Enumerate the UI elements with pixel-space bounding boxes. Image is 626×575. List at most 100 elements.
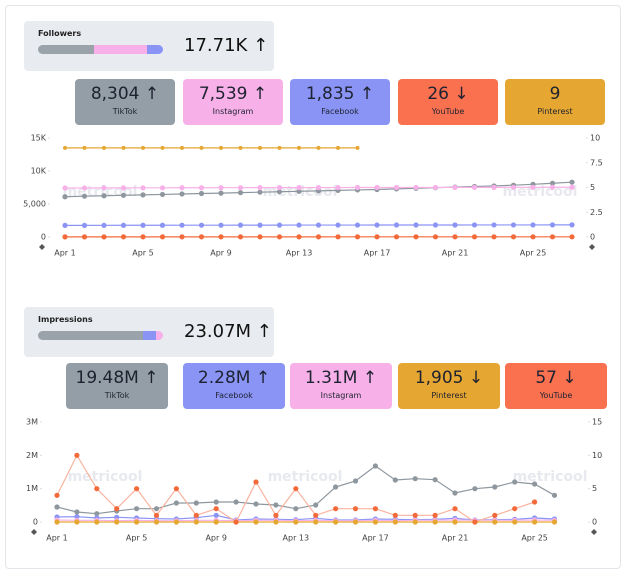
- data-point: [432, 519, 438, 525]
- data-point: [276, 185, 283, 191]
- data-point: [551, 492, 558, 498]
- data-point: [257, 185, 263, 191]
- x-tick-label: Apr 9: [205, 534, 226, 543]
- card-label: Instagram: [320, 391, 362, 400]
- data-point: [432, 222, 439, 228]
- data-point: [82, 145, 87, 150]
- data-point: [237, 190, 244, 196]
- card-label: TikTok: [112, 107, 138, 116]
- up-arrow: ↑: [251, 321, 272, 342]
- data-point: [120, 185, 127, 191]
- data-point: [336, 145, 340, 150]
- card-value: 57 ↓: [505, 368, 607, 388]
- data-point: [392, 477, 398, 483]
- data-point: [452, 234, 458, 240]
- share-bar: [38, 45, 163, 54]
- data-point: [81, 193, 88, 199]
- watermark: metricool: [503, 184, 578, 200]
- summary-title: Followers: [38, 29, 82, 38]
- watermark: metricool: [63, 184, 138, 200]
- data-point: [193, 512, 199, 518]
- summary-title: Impressions: [38, 315, 93, 324]
- data-point: [273, 502, 279, 508]
- metric-card: 7,539 ↑ Instagram: [183, 79, 283, 125]
- data-point: [74, 519, 80, 525]
- data-point: [512, 519, 518, 525]
- y-tick-label: 3M: [26, 418, 38, 427]
- data-point: [569, 179, 575, 185]
- data-point: [179, 234, 185, 240]
- series-line: [56, 465, 555, 515]
- data-point: [141, 145, 145, 150]
- summary-total: 23.07M ↑: [184, 321, 272, 342]
- data-point: [218, 234, 224, 240]
- data-point: [180, 145, 184, 150]
- data-point: [315, 222, 322, 228]
- data-point: [471, 184, 478, 190]
- card-value: 8,304 ↑: [75, 84, 175, 104]
- data-point: [296, 188, 302, 194]
- trend-arrow: ↑: [138, 368, 159, 388]
- data-point: [140, 222, 146, 228]
- card-number: 26: [427, 84, 449, 104]
- data-point: [193, 500, 199, 506]
- data-point: [140, 185, 146, 191]
- up-arrow: ↑: [247, 35, 269, 56]
- data-point: [198, 185, 205, 191]
- data-point: [120, 234, 127, 240]
- data-point: [153, 506, 160, 512]
- data-point: [352, 506, 359, 512]
- data-point: [173, 519, 179, 525]
- x-tick-label: Apr 25: [520, 249, 547, 258]
- data-point: [114, 506, 120, 512]
- trend-arrow: ↑: [247, 84, 268, 104]
- card-label: Pinterest: [431, 391, 467, 400]
- data-point: [413, 222, 419, 228]
- metric-card: 26 ↓ YouTube: [398, 79, 498, 125]
- data-point: [512, 506, 518, 512]
- y-tick-label: 2M: [26, 451, 38, 460]
- card-number: 1,905: [414, 368, 464, 388]
- data-point: [471, 222, 478, 228]
- card-value: 9: [505, 84, 605, 104]
- summary-box: Impressions 23.07M ↑: [24, 307, 274, 357]
- data-point: [432, 477, 438, 483]
- data-point: [120, 222, 127, 228]
- data-point: [293, 519, 299, 525]
- data-point: [257, 234, 263, 240]
- y2-tick-label: 10: [590, 134, 600, 143]
- data-point: [551, 519, 558, 525]
- data-point: [333, 519, 339, 525]
- data-point: [101, 185, 107, 191]
- data-point: [62, 234, 68, 240]
- data-point: [532, 481, 538, 487]
- data-point: [491, 234, 497, 240]
- data-point: [374, 222, 380, 228]
- share-bar: [38, 331, 163, 340]
- data-point: [54, 504, 60, 510]
- data-point: [549, 184, 556, 190]
- data-point: [81, 185, 88, 191]
- data-point: [134, 486, 140, 492]
- data-point: [432, 234, 439, 240]
- data-point: [413, 184, 419, 191]
- total-value: 23.07M: [184, 321, 252, 342]
- metric-card: 8,304 ↑ TikTok: [75, 79, 175, 125]
- data-point: [313, 519, 319, 525]
- data-point: [94, 511, 100, 517]
- metric-card: 19.48M ↑ TikTok: [66, 363, 168, 409]
- data-point: [63, 145, 67, 150]
- data-point: [296, 234, 302, 240]
- share-segment: [155, 331, 163, 340]
- data-point: [233, 519, 239, 525]
- card-number: 57: [535, 368, 557, 388]
- data-point: [101, 234, 107, 240]
- data-point: [549, 180, 556, 186]
- data-point: [218, 190, 224, 196]
- data-point: [432, 512, 438, 518]
- data-point: [352, 478, 359, 484]
- data-point: [549, 222, 556, 228]
- card-label: TikTok: [104, 391, 130, 400]
- data-point: [94, 486, 100, 492]
- card-number: 7,539: [198, 84, 248, 104]
